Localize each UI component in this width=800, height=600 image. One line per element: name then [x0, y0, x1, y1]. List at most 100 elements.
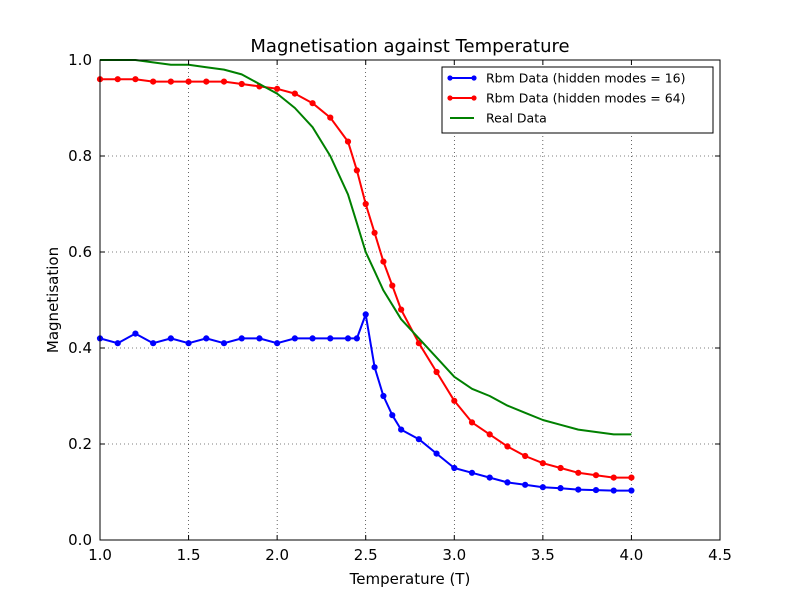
data-point: [327, 335, 334, 342]
series-line: [100, 59, 632, 436]
series-1: [96, 311, 635, 494]
data-point: [504, 479, 511, 486]
data-point: [486, 431, 493, 438]
y-axis-label: Magnetisation: [44, 247, 62, 353]
y-tick-label: 0.0: [68, 531, 92, 549]
data-point: [132, 76, 139, 83]
data-point: [274, 85, 281, 92]
x-tick-label: 2.5: [354, 546, 378, 564]
data-point: [353, 335, 360, 342]
legend: Rbm Data (hidden modes = 16) Rbm Data (hi…: [441, 66, 714, 134]
legend-label: Rbm Data (hidden modes = 64): [486, 91, 685, 106]
series-line: [99, 313, 632, 492]
data-point: [628, 487, 635, 494]
plot-frame: [99, 59, 721, 541]
y-tick-label: 0.4: [68, 339, 92, 357]
data-point: [575, 486, 582, 493]
data-point: [380, 258, 387, 265]
data-point: [256, 335, 263, 342]
legend-marker: [471, 75, 477, 81]
data-point: [362, 200, 369, 208]
data-point: [389, 282, 396, 289]
data-point: [185, 340, 192, 347]
data-point: [291, 90, 298, 97]
data-point: [238, 80, 245, 88]
series-3: [100, 59, 632, 436]
legend-box: [441, 66, 714, 134]
data-point: [486, 474, 493, 481]
y-tick-label: 0.2: [68, 435, 92, 453]
data-point: [220, 78, 228, 85]
data-point: [344, 138, 352, 145]
x-tick-label: 3.0: [442, 546, 466, 564]
x-tick-label: 4.5: [708, 546, 732, 564]
data-point: [167, 335, 174, 342]
chart-title: Magnetisation against Temperature: [250, 36, 569, 57]
y-tick-label: 0.6: [68, 243, 92, 261]
data-point: [371, 364, 378, 371]
legend-item: Rbm Data (hidden modes = 16): [447, 71, 685, 86]
data-point: [592, 472, 600, 479]
data-point: [468, 419, 476, 426]
legend-item: Rbm Data (hidden modes = 64): [447, 91, 685, 106]
x-tick-label: 1.5: [177, 546, 201, 564]
data-point: [309, 100, 316, 107]
data-point: [274, 340, 281, 347]
legend-marker: [447, 95, 453, 101]
series-layer: [96, 59, 635, 494]
data-point: [522, 452, 529, 460]
legend-label: Real Data: [486, 111, 547, 126]
data-point: [203, 78, 210, 85]
data-point: [132, 330, 139, 337]
data-point: [389, 412, 396, 419]
data-point: [167, 78, 174, 85]
data-point: [415, 436, 422, 443]
data-point: [327, 114, 334, 121]
data-point: [150, 78, 157, 85]
data-point: [610, 474, 617, 481]
y-tick-label: 0.8: [68, 147, 92, 165]
data-point: [203, 335, 210, 342]
legend-marker: [447, 75, 453, 81]
x-tick-label: 3.5: [531, 546, 555, 564]
data-point: [150, 340, 157, 347]
axis-ticks: 1.0 1.5 2.0 2.5 3.0 3.5 4.0 4.5 0.0 0.2 0.4 0.6 0.8 1…: [68, 51, 732, 564]
data-point: [353, 167, 360, 174]
data-point: [522, 481, 529, 488]
data-point: [371, 229, 378, 236]
data-point: [575, 469, 582, 476]
x-axis-label: Temperature (T): [349, 570, 471, 588]
x-tick-label: 1.0: [88, 546, 112, 564]
data-point: [220, 340, 228, 347]
data-point: [433, 368, 440, 376]
data-point: [415, 340, 422, 347]
data-point: [468, 469, 476, 476]
data-point: [344, 335, 352, 342]
data-point: [185, 78, 192, 85]
x-tick-label: 2.0: [265, 546, 289, 564]
data-point: [398, 426, 405, 433]
data-point: [309, 335, 316, 342]
data-point: [291, 335, 298, 342]
data-point: [592, 486, 600, 494]
y-tick-label: 1.0: [68, 51, 92, 69]
data-point: [114, 340, 121, 347]
data-point: [539, 460, 546, 467]
data-point: [628, 474, 635, 481]
legend-item: Real Data: [450, 111, 547, 126]
data-point: [433, 450, 440, 457]
x-tick-label: 4.0: [619, 546, 643, 564]
legend-marker: [471, 95, 477, 101]
data-point: [238, 335, 245, 342]
data-point: [504, 443, 511, 450]
data-point: [398, 306, 405, 313]
data-point: [380, 392, 387, 400]
data-point: [451, 464, 458, 472]
legend-label: Rbm Data (hidden modes = 16): [486, 71, 685, 86]
data-point: [610, 487, 617, 494]
series-line: [100, 78, 632, 479]
data-point: [557, 464, 564, 472]
data-point: [557, 485, 564, 492]
data-point: [362, 311, 369, 318]
